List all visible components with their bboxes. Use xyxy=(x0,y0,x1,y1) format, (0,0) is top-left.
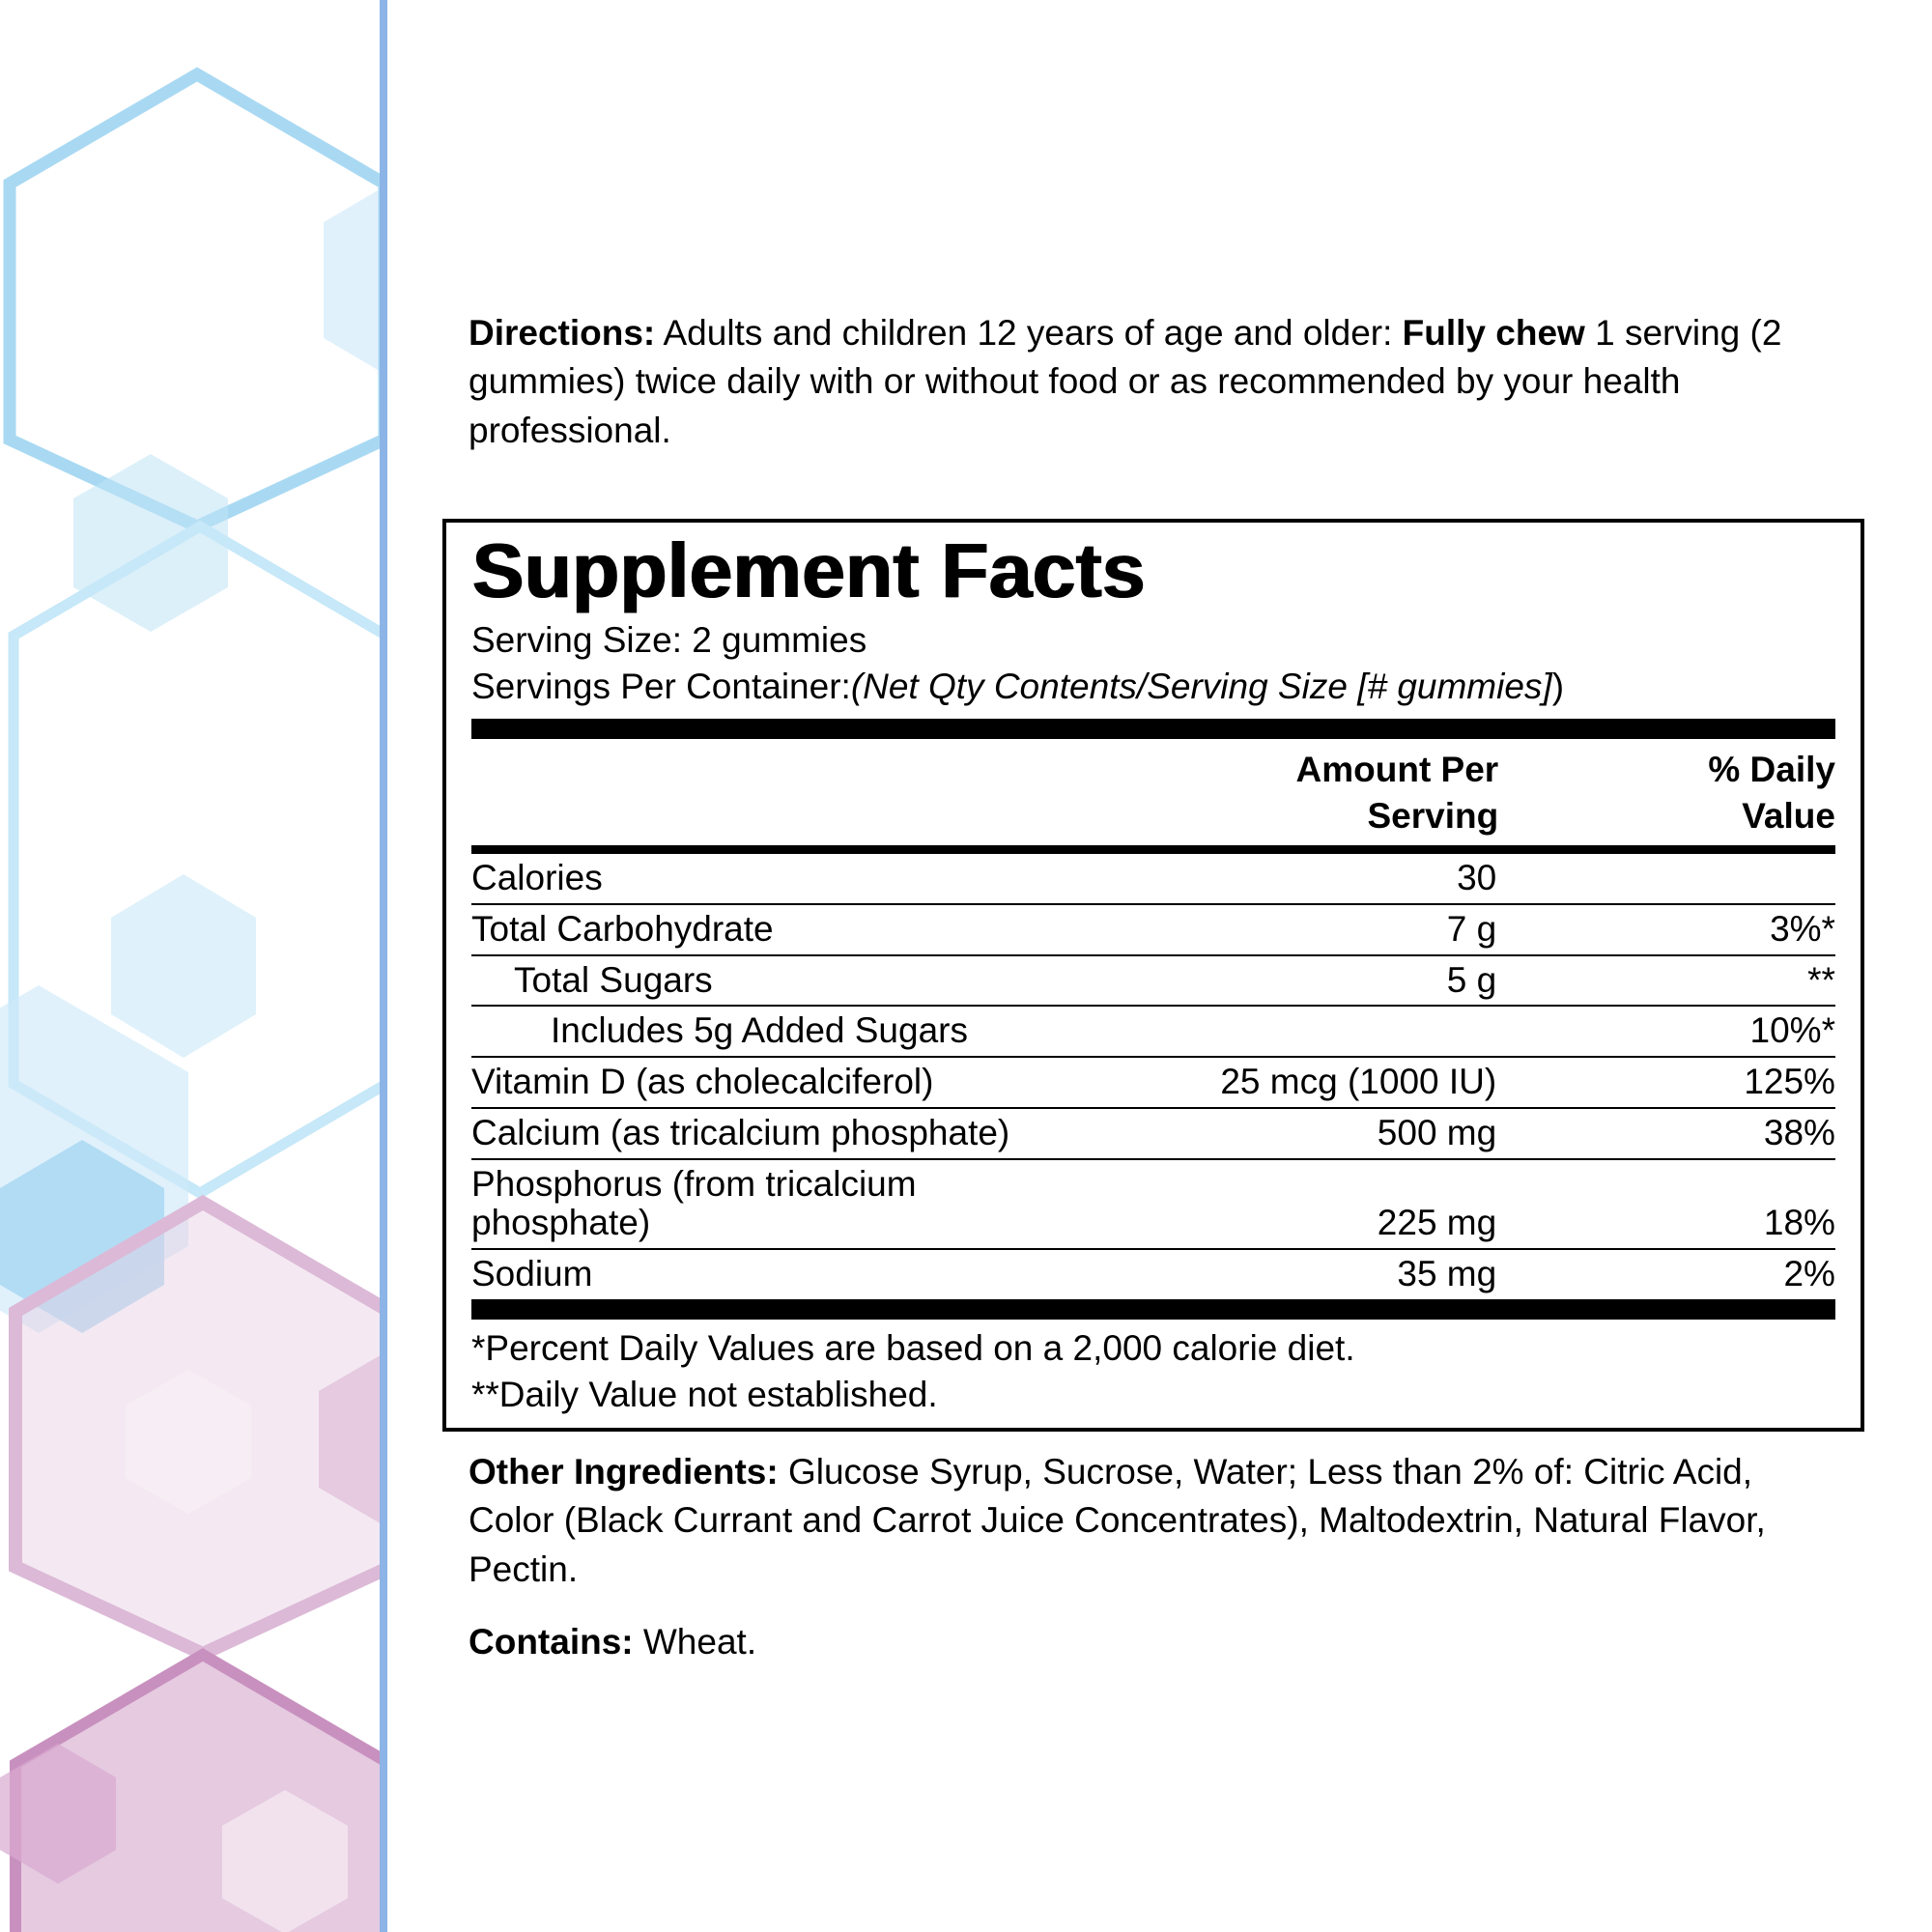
text-segment: ) xyxy=(1551,667,1565,707)
hexagon-shape xyxy=(8,520,386,1200)
hexagon-decoration xyxy=(0,67,386,1932)
hexagon-decoration-band xyxy=(0,0,386,1932)
text-segment: Directions: xyxy=(469,313,656,353)
contains-statement: Contains: Wheat. xyxy=(469,1618,1768,1666)
divider-thick-bottom xyxy=(471,1298,1835,1320)
table-row: Total Carbohydrate 7 g 3%* xyxy=(471,903,1835,954)
vertical-accent-line xyxy=(380,0,387,1932)
text-segment: 1 serving (2 gummies) twice daily with o… xyxy=(469,313,1782,450)
text-segment: Other Ingredients: xyxy=(469,1452,779,1492)
nutrient-amount: 30 xyxy=(1457,858,1497,898)
nutrient-name: Phosphorus (from tricalcium phosphate) xyxy=(471,1163,917,1243)
supplement-facts-title: Supplement Facts xyxy=(471,527,1146,613)
hexagon-shape xyxy=(0,1140,164,1333)
column-header-amount-per-serving: Amount Per Serving xyxy=(1295,750,1499,837)
supplement-facts-panel: Supplement Facts Serving Size: 2 gummies… xyxy=(442,519,1864,1432)
table-row: Includes 5g Added Sugars 10%* xyxy=(471,1005,1835,1056)
hexagon-shape xyxy=(111,874,256,1058)
nutrient-amount: 500 mg xyxy=(1377,1112,1497,1152)
nutrient-name: Includes 5g Added Sugars xyxy=(551,1010,968,1051)
nutrient-daily-value: 125% xyxy=(1744,1062,1835,1102)
text-segment: Wheat. xyxy=(633,1622,757,1662)
nutrient-name: Vitamin D (as cholecalciferol) xyxy=(471,1062,934,1102)
nutrient-amount: 5 g xyxy=(1446,959,1497,1000)
other-ingredients-text: Other Ingredients: Glucose Syrup, Sucros… xyxy=(469,1448,1768,1594)
footnote-calorie-diet: *Percent Daily Values are based on a 2,0… xyxy=(471,1327,1355,1368)
hexagon-shape xyxy=(324,185,386,376)
hexagon-shape xyxy=(319,1351,386,1527)
hexagon-shape xyxy=(0,1744,116,1884)
hexagon-shape xyxy=(126,1370,251,1514)
nutrient-daily-value: 2% xyxy=(1783,1253,1835,1293)
text-segment: Adults and children 12 years of age and … xyxy=(655,313,1403,353)
hexagon-shape xyxy=(73,454,228,632)
text-segment: Glucose Syrup, Sucrose, Water; Less than… xyxy=(469,1452,1766,1589)
table-row: Calories 30 xyxy=(471,854,1835,903)
text-segment: Fully chew xyxy=(1402,313,1585,353)
facts-header-row: Amount Per Serving % Daily Value xyxy=(471,739,1835,845)
text-segment: Contains: xyxy=(469,1622,634,1662)
nutrient-amount: 25 mcg (1000 IU) xyxy=(1220,1062,1497,1102)
footnote-not-established: **Daily Value not established. xyxy=(471,1374,938,1414)
divider-thick-top xyxy=(471,719,1835,740)
text-segment: Servings Per Container: xyxy=(471,667,851,707)
nutrient-name: Total Sugars xyxy=(514,959,713,1000)
nutrient-daily-value: 18% xyxy=(1763,1203,1835,1243)
table-row: Vitamin D (as cholecalciferol) 25 mcg (10… xyxy=(471,1056,1835,1107)
nutrient-daily-value: 38% xyxy=(1763,1112,1835,1152)
nutrient-daily-value: ** xyxy=(1807,959,1835,1000)
divider-header-bottom xyxy=(471,845,1835,855)
nutrient-daily-value: 3%* xyxy=(1770,909,1835,950)
table-row: Phosphorus (from tricalcium phosphate) 22… xyxy=(471,1157,1835,1248)
nutrient-name: Calcium (as tricalcium phosphate) xyxy=(471,1112,1010,1152)
column-header-daily-value: % Daily Value xyxy=(1708,750,1835,837)
nutrient-daily-value: 10%* xyxy=(1749,1010,1835,1051)
nutrient-amount: 225 mg xyxy=(1377,1203,1497,1243)
nutrient-name: Calories xyxy=(471,858,603,898)
hexagon-shape xyxy=(222,1790,348,1932)
nutrient-table: Calories 30 Total Carbohydrate 7 g 3%* Total … xyxy=(471,854,1835,1298)
nutrient-name: Sodium xyxy=(471,1253,593,1293)
text-segment: (Net Qty Contents/Serving Size [# gummie… xyxy=(850,667,1552,707)
table-row: Calcium (as tricalcium phosphate) 500 mg 3… xyxy=(471,1106,1835,1158)
nutrient-amount: 35 mg xyxy=(1397,1253,1497,1293)
table-row: Total Sugars 5 g ** xyxy=(471,953,1835,1006)
directions-text: Directions: Adults and children 12 years… xyxy=(469,309,1806,455)
table-row: Sodium 35 mg 2% xyxy=(471,1247,1835,1299)
serving-size-line: Serving Size: 2 gummies xyxy=(471,620,867,660)
nutrient-name: Total Carbohydrate xyxy=(471,909,774,950)
servings-per-container-line: Servings Per Container:(Net Qty Contents… xyxy=(471,664,1835,710)
nutrient-amount: 7 g xyxy=(1446,909,1497,950)
